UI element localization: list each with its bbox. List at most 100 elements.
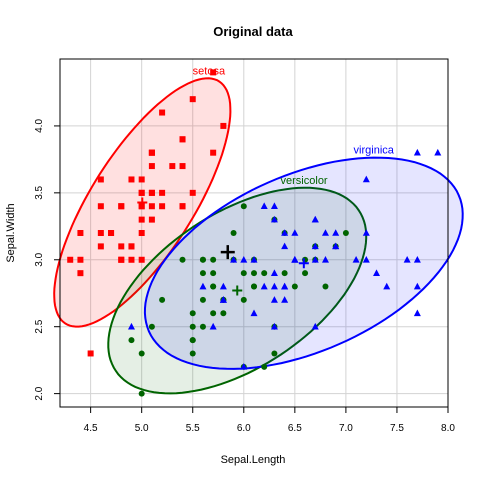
point-virginica [383,282,391,290]
point-setosa [159,203,166,210]
point-versicolor [148,323,155,330]
point-virginica [260,282,268,290]
point-versicolor [199,256,206,263]
point-virginica [240,255,248,263]
point-setosa [148,216,155,223]
point-setosa [97,203,104,210]
data-points [67,69,442,397]
point-setosa [138,176,145,183]
point-setosa [148,163,155,170]
point-virginica [373,269,381,276]
point-virginica [270,296,278,303]
point-versicolor [138,350,145,357]
point-setosa [169,163,176,170]
point-virginica [270,282,278,290]
centroid-virginica [298,258,309,269]
point-virginica [311,242,319,250]
x-tick-label: 6.5 [288,423,302,434]
point-versicolor [210,270,217,277]
series-labels: setosa versicolor virginica [193,65,395,186]
point-virginica [219,296,227,303]
centroid-setosa [137,197,148,208]
centroid-versicolor [232,285,243,296]
point-versicolor [179,256,186,263]
y-tick-label: 4.0 [34,119,45,133]
point-virginica [434,148,442,156]
y-tick-label: 3.0 [34,252,45,266]
point-setosa [128,256,135,263]
point-virginica [413,309,421,317]
point-versicolor [189,310,196,317]
point-versicolor [128,337,135,344]
x-tick-label: 7.0 [339,423,353,434]
point-virginica [270,322,278,330]
point-virginica [209,322,217,330]
point-virginica [291,229,299,236]
point-virginica [332,242,340,250]
point-setosa [179,136,186,143]
point-versicolor [322,283,329,290]
y-tick-label: 3.5 [34,185,45,199]
x-tick-label: 4.5 [84,423,98,434]
point-setosa [118,243,125,250]
point-setosa [210,149,217,156]
point-setosa [179,203,186,210]
point-versicolor [251,270,257,277]
point-setosa [118,203,125,210]
point-versicolor [210,256,217,263]
y-tick-label: 2.5 [34,319,45,333]
point-versicolor [302,270,309,277]
point-setosa [159,189,166,196]
point-virginica [281,242,289,250]
point-virginica [281,282,289,290]
point-virginica [311,255,319,263]
x-tick-label: 5.0 [135,423,149,434]
point-setosa [77,256,84,263]
point-setosa [138,256,145,263]
point-setosa [77,270,84,277]
x-tick-label: 7.5 [390,423,404,434]
series-label-versicolor: versicolor [281,175,328,187]
point-setosa [97,230,104,236]
point-versicolor [342,230,349,236]
point-setosa [108,230,115,236]
point-versicolor [271,350,278,357]
point-versicolor [189,323,196,330]
point-virginica [413,148,421,156]
point-versicolor [240,203,247,210]
point-versicolor [240,296,247,303]
point-setosa [97,243,104,250]
point-versicolor [189,350,196,357]
point-virginica [403,255,411,263]
series-label-virginica: virginica [354,145,395,157]
point-virginica [250,255,258,263]
point-setosa [97,176,104,183]
point-virginica [199,282,207,290]
overall-centroid [220,245,235,260]
series-label-setosa: setosa [193,65,226,77]
point-virginica [362,229,370,236]
point-setosa [128,243,135,250]
point-virginica [413,255,421,263]
point-setosa [67,256,74,263]
point-versicolor [230,230,237,236]
point-versicolor [281,270,288,277]
x-axis-label: Sepal.Length [221,454,286,466]
point-virginica [270,202,278,210]
point-versicolor [199,270,206,277]
point-versicolor [138,390,145,397]
point-setosa [189,189,196,196]
point-versicolor [199,323,206,330]
point-versicolor [159,296,166,303]
point-virginica [332,229,340,236]
point-versicolor [189,337,196,344]
point-versicolor [210,283,217,290]
point-versicolor [240,270,247,277]
point-virginica [230,255,238,263]
point-virginica [260,202,268,210]
point-virginica [270,269,278,276]
point-setosa [179,163,186,170]
point-versicolor [261,270,268,277]
point-setosa [148,149,155,156]
